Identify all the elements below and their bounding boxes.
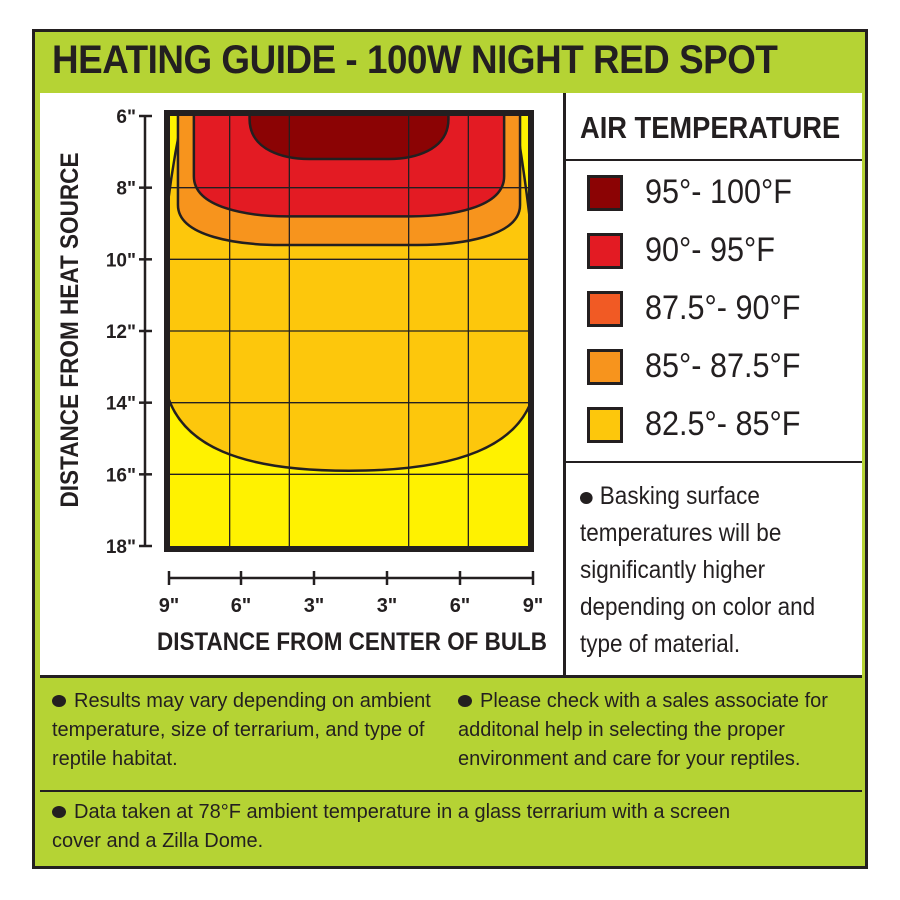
divider bbox=[566, 159, 862, 161]
sales-note: Please check with a sales associate for … bbox=[458, 690, 828, 770]
x-tick-label: 3" bbox=[377, 595, 398, 617]
legend-item: 95°- 100°F bbox=[587, 173, 808, 212]
chart-border bbox=[164, 110, 534, 552]
x-tick-label: 6" bbox=[450, 595, 471, 617]
results-note: Results may vary depending on ambient te… bbox=[52, 690, 431, 770]
y-tick-label: 16" bbox=[106, 465, 136, 486]
y-tick-label: 10" bbox=[106, 250, 136, 271]
y-tick-label: 6" bbox=[116, 107, 136, 128]
temperature-zone bbox=[248, 116, 450, 161]
bullet-icon bbox=[458, 695, 472, 707]
legend-item: 85°- 87.5°F bbox=[587, 347, 818, 386]
legend-label: 82.5°- 85°F bbox=[645, 405, 801, 443]
legend-item: 82.5°- 85°F bbox=[587, 405, 818, 444]
legend-swatch bbox=[587, 406, 623, 443]
legend-panel bbox=[563, 93, 865, 675]
legend-label: 87.5°- 90°F bbox=[645, 289, 801, 327]
bullet-icon bbox=[580, 492, 593, 504]
legend-item: 90°- 95°F bbox=[587, 231, 789, 270]
legend-swatch bbox=[587, 174, 623, 211]
y-tick-label: 18" bbox=[106, 537, 136, 558]
legend-label: 90°- 95°F bbox=[645, 231, 775, 269]
bullet-icon bbox=[52, 695, 66, 707]
bullet-icon bbox=[52, 806, 66, 818]
x-tick-label: 9" bbox=[159, 595, 180, 617]
data-note: Data taken at 78°F ambient temperature i… bbox=[52, 801, 731, 852]
legend-label: 85°- 87.5°F bbox=[645, 347, 801, 385]
basking-note: Basking surface temperatures will be sig… bbox=[580, 482, 816, 658]
legend-label: 95°- 100°F bbox=[645, 173, 792, 211]
divider bbox=[40, 790, 862, 792]
x-axis-label: DISTANCE FROM CENTER OF BULB bbox=[157, 628, 547, 656]
y-tick-label: 8" bbox=[116, 179, 136, 200]
x-tick-label: 9" bbox=[523, 595, 544, 617]
y-tick-label: 12" bbox=[106, 322, 136, 343]
divider bbox=[566, 461, 862, 463]
x-tick-label: 6" bbox=[231, 595, 252, 617]
page-title: HEATING GUIDE - 100W NIGHT RED SPOT bbox=[52, 38, 778, 82]
legend-swatch bbox=[587, 348, 623, 385]
legend-swatch bbox=[587, 232, 623, 269]
y-axis-label: DISTANCE FROM HEAT SOURCE bbox=[56, 153, 84, 508]
x-tick-label: 3" bbox=[304, 595, 325, 617]
legend-title: AIR TEMPERATURE bbox=[580, 110, 841, 145]
legend-item: 87.5°- 90°F bbox=[587, 289, 818, 328]
y-tick-label: 14" bbox=[106, 394, 136, 415]
legend-swatch bbox=[587, 290, 623, 327]
